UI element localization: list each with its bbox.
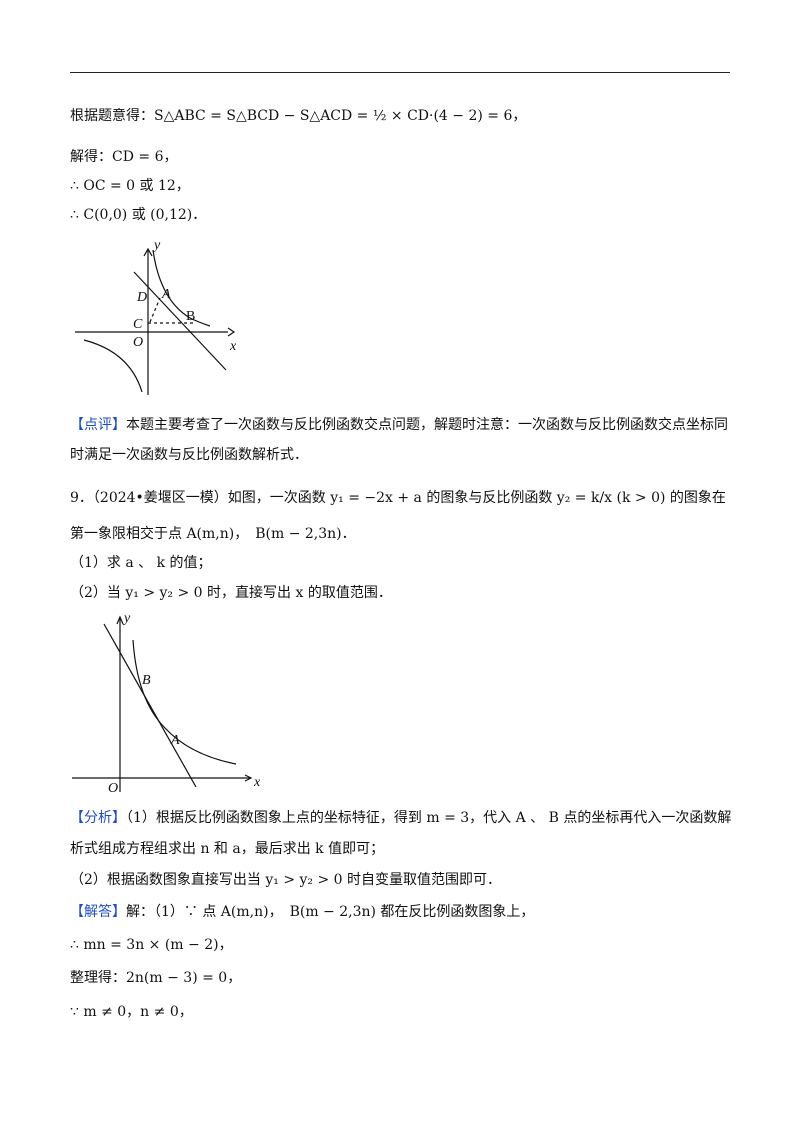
label: x (253, 775, 261, 790)
text-line: 解得：CD = 6， (70, 149, 178, 165)
question-part: （1）求 a 、 k 的值； (70, 555, 212, 571)
line (133, 271, 227, 371)
solution-line: ∴ mn = 3n × (m − 2)， (70, 937, 233, 953)
hyperbola (152, 249, 211, 327)
text: 本题主要考查了一次函数与反比例函数交点问题，解题时注意：一次函数与反比例函数交点… (70, 417, 728, 463)
label: B (142, 673, 151, 688)
text-line: 根据题意得：S△ABC = S△BCD − S△ACD = ½ × CD·(4 … (70, 108, 527, 124)
label: O (133, 335, 143, 350)
text-line: ∴ C(0,0) 或 (0,12)． (70, 207, 207, 223)
question-stem: 9．（2024•姜堰区一模）如图，一次函数 y₁ = −2x + a 的图象与反… (70, 490, 726, 542)
arrow (244, 774, 253, 782)
label: B (186, 309, 195, 324)
header-rule (70, 72, 730, 73)
solution-line: ∵ m ≠ 0，n ≠ 0， (70, 1004, 193, 1020)
text-line: ∴ OC = 0 或 12， (70, 178, 190, 194)
text: 解：（1）∵ 点 A(m,n)， B(m − 2,3n) 都在反比例函数图象上， (126, 904, 535, 920)
label: O (108, 781, 118, 796)
dashed (149, 297, 161, 323)
figure-1: y D A B C O x (75, 238, 237, 395)
text: （1）根据反比例函数图象上点的坐标特征，得到 m = 3，代入 A 、 B 点的… (70, 810, 732, 857)
label: x (229, 339, 237, 354)
arrow (116, 615, 124, 625)
solution-line: 整理得：2n(m − 3) = 0， (70, 970, 242, 986)
question-part: （2）当 y₁ > y₂ > 0 时，直接写出 x 的取值范围． (70, 585, 392, 601)
tag: 【分析】 (70, 810, 126, 826)
label: y (152, 238, 161, 253)
label: C (133, 317, 143, 332)
label: D (136, 290, 147, 305)
label: y (122, 611, 131, 626)
arrow (227, 327, 236, 337)
arrow (143, 247, 153, 257)
label: A (161, 287, 171, 302)
review: 【点评】本题主要考查了一次函数与反比例函数交点问题，解题时注意：一次函数与反比例… (70, 410, 732, 470)
analysis: 【分析】（1）根据反比例函数图象上点的坐标特征，得到 m = 3，代入 A 、 … (70, 803, 732, 865)
hyperbola (83, 339, 143, 393)
analysis-line: （2）根据函数图象直接写出当 y₁ > y₂ > 0 时自变量取值范围即可． (70, 872, 502, 888)
figure-2: y B A O x (72, 611, 261, 796)
solution: 【解答】解：（1）∵ 点 A(m,n)， B(m − 2,3n) 都在反比例函数… (70, 897, 732, 927)
tag: 【点评】 (70, 417, 126, 433)
tag: 【解答】 (70, 904, 126, 920)
hyperbola (132, 639, 237, 765)
label: A (170, 733, 180, 748)
line (103, 623, 197, 788)
